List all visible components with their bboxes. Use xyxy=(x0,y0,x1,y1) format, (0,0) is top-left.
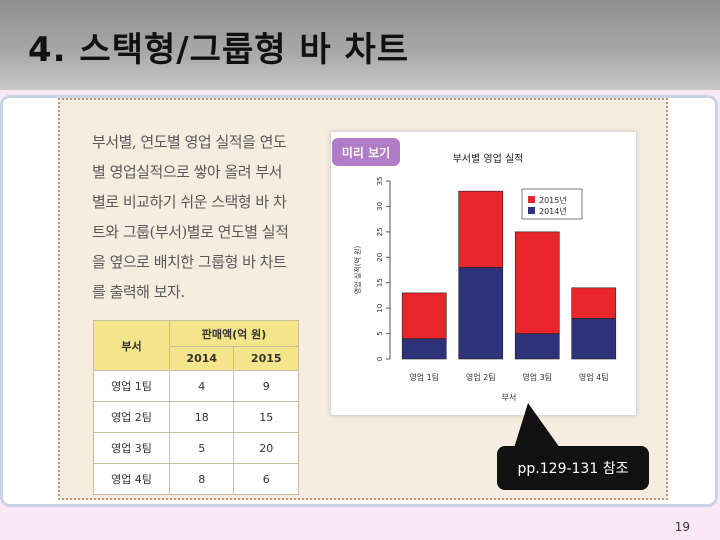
x-tick-label: 영업 1팀 xyxy=(409,372,439,382)
bar-segment-series1 xyxy=(458,267,504,360)
bar-segment-series2 xyxy=(571,287,617,319)
year-header: 2014 xyxy=(168,346,235,371)
value-cell: 20 xyxy=(233,432,299,464)
legend-swatch xyxy=(528,196,535,203)
bar-segment-series1 xyxy=(571,318,617,360)
value-cell: 6 xyxy=(233,463,299,495)
preview-tag: 미리 보기 xyxy=(332,138,400,166)
bar-segment-series1 xyxy=(401,338,447,360)
legend-label: 2015년 xyxy=(539,195,567,205)
legend-swatch xyxy=(528,207,535,214)
dept-cell: 영업 2팀 xyxy=(93,401,170,433)
table-row: 영업 4팀 8 6 xyxy=(93,463,299,495)
stacked-bar-chart: 부서별 영업 실적 0 5 10 15 20 25 30 35 영업 실적(억 원) 영업 1팀 영업… xyxy=(353,152,617,402)
bar-segment-series2 xyxy=(401,292,447,339)
description-line: 을 옆으로 배치한 그룹형 바 차트 xyxy=(92,253,287,271)
y-axis-label: 영업 실적(억 원) xyxy=(353,245,362,294)
y-tick-label: 35 xyxy=(376,177,384,186)
x-axis-label: 부서 xyxy=(502,393,517,402)
description-line: 부서별, 연도별 영업 실적을 연도 xyxy=(92,133,287,151)
page-number: 19 xyxy=(674,520,690,534)
table-row: 영업 1팀 4 9 xyxy=(93,370,299,402)
table-row: 영업 3팀 5 20 xyxy=(93,432,299,464)
value-cell: 15 xyxy=(233,401,299,433)
y-tick-label: 30 xyxy=(376,202,384,211)
dept-cell: 영업 1팀 xyxy=(93,370,170,402)
x-tick-label: 영업 3팀 xyxy=(522,372,552,382)
chart-title: 부서별 영업 실적 xyxy=(453,152,524,165)
value-cell: 8 xyxy=(168,463,235,495)
y-tick-label: 5 xyxy=(376,331,384,335)
value-cell: 18 xyxy=(168,401,235,433)
description-text: 부서별, 연도별 영업 실적을 연도 별 영업실적으로 쌓아 올려 부서 별로 … xyxy=(92,127,312,307)
header-band: 4. 스택형/그룹형 바 차트 xyxy=(0,0,720,90)
y-tick-label: 15 xyxy=(376,278,384,287)
slide-title: 4. 스택형/그룹형 바 차트 xyxy=(28,30,410,70)
bar-segment-series2 xyxy=(514,231,560,334)
sales-table: 부서 판매액(억 원) 2014 2015 영업 1팀 4 9 영업 2팀 18… xyxy=(93,320,299,495)
description-line: 별로 비교하기 쉬운 스택형 바 차 xyxy=(92,193,287,211)
y-tick-label: 25 xyxy=(376,227,384,236)
sales-header: 판매액(억 원) xyxy=(169,320,299,347)
value-cell: 4 xyxy=(168,370,235,402)
description-line: 트와 그룹(부서)별로 연도별 실적 xyxy=(92,223,289,241)
bar-segment-series1 xyxy=(514,333,560,360)
x-tick-label: 영업 4팀 xyxy=(579,372,609,382)
bar-segment-series2 xyxy=(458,190,504,268)
y-tick-label: 0 xyxy=(376,357,384,361)
year-header: 2015 xyxy=(233,346,299,371)
dept-header: 부서 xyxy=(93,320,170,371)
dept-cell: 영업 3팀 xyxy=(93,432,170,464)
table-row: 영업 2팀 18 15 xyxy=(93,401,299,433)
value-cell: 5 xyxy=(168,432,235,464)
description-line: 를 출력해 보자. xyxy=(92,283,185,301)
dept-cell: 영업 4팀 xyxy=(93,463,170,495)
y-tick-label: 20 xyxy=(376,253,384,262)
description-line: 별 영업실적으로 쌓아 올려 부서 xyxy=(92,163,282,181)
x-tick-label: 영업 2팀 xyxy=(466,372,496,382)
reference-callout: pp.129-131 참조 xyxy=(497,446,649,490)
value-cell: 9 xyxy=(233,370,299,402)
legend-label: 2014년 xyxy=(539,206,567,216)
y-tick-label: 10 xyxy=(376,304,384,313)
